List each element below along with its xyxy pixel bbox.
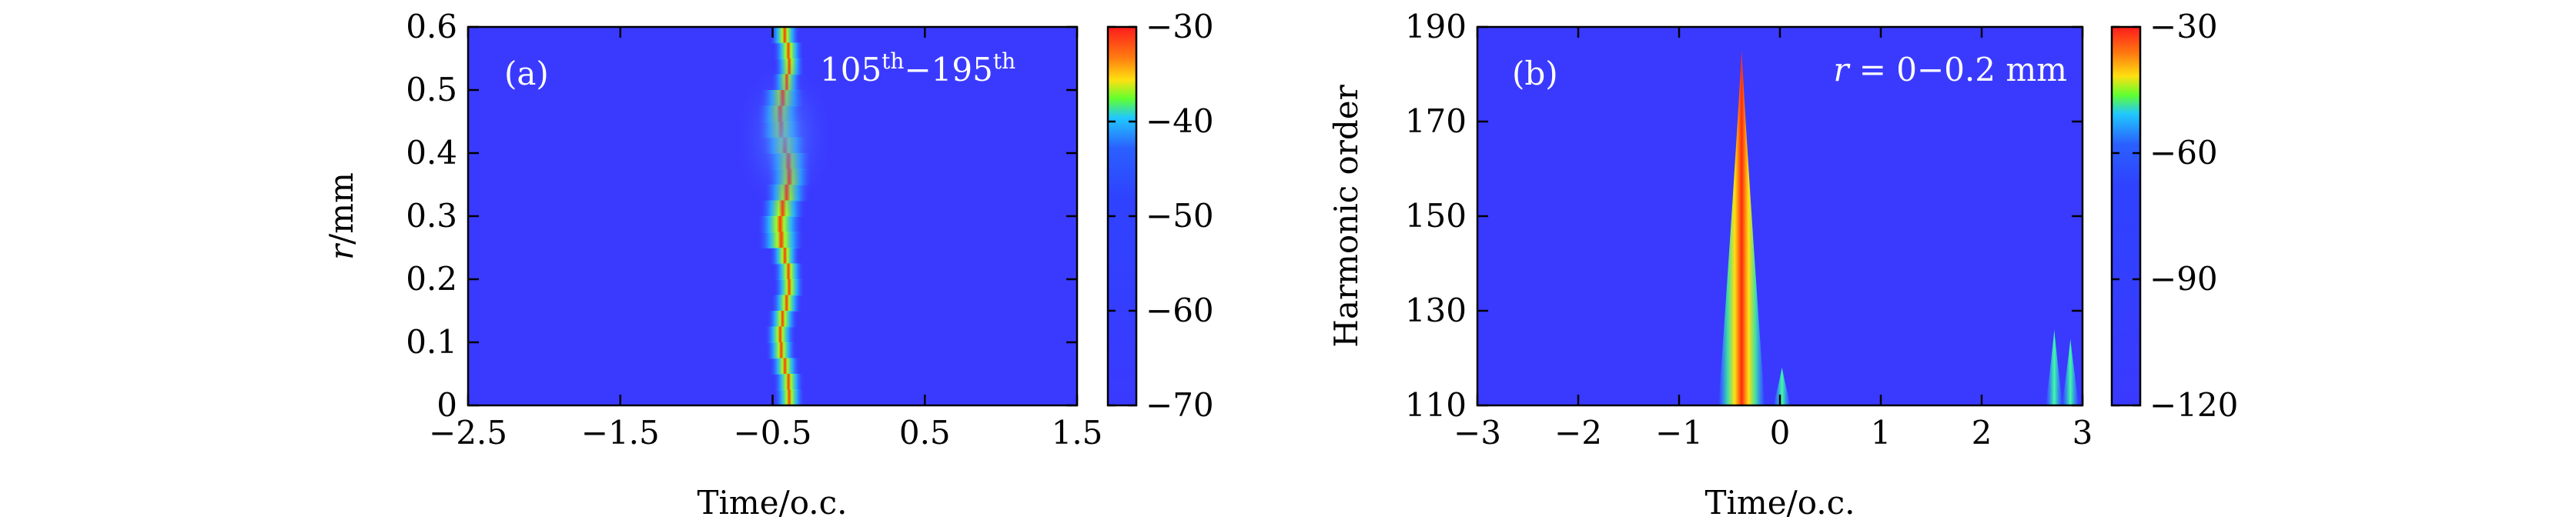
x-axis-title: Time/o.c. <box>1705 484 1855 522</box>
annotation-base-2: 195 <box>932 51 993 88</box>
x-tick-label: 2 <box>1972 414 1992 452</box>
heatmap-ridge-segment <box>774 279 805 296</box>
heatmap-ridge-segment <box>769 358 801 375</box>
plot-area <box>1477 27 2083 405</box>
annotation-var: r <box>1833 51 1851 88</box>
colorbar-tick-label: −30 <box>1146 8 1214 45</box>
colorbar-tick-label: −60 <box>1146 292 1214 329</box>
heatmap-features <box>734 27 834 405</box>
panel-label: (a) <box>504 55 549 92</box>
colorbar-tick-label: −30 <box>2149 8 2218 45</box>
x-tick-label: −0.5 <box>734 414 812 452</box>
annotation-sup-2: th <box>993 48 1015 74</box>
colorbar-tick-label: −50 <box>1146 197 1214 235</box>
x-tick-label: −1.5 <box>581 414 660 452</box>
harmonic-range-annotation: 105th−195th <box>820 48 1015 88</box>
heatmap-features <box>1718 50 2079 405</box>
y-axis-title: r/mm <box>323 172 360 260</box>
heatmap-ridge-segment <box>764 326 796 343</box>
y-tick-label: 110 <box>1405 386 1467 424</box>
y-tick-label: 0.5 <box>406 71 457 108</box>
y-tick-label: 150 <box>1405 197 1467 235</box>
x-tick-label: −1 <box>1655 414 1703 452</box>
x-tick-label: −3 <box>1454 414 1501 452</box>
axis-ticks: −3 −2 −1 0 1 2 3 110 130 150 170 190 <box>1405 8 2093 452</box>
panel-b: −3 −2 −1 0 1 2 3 110 130 150 170 190 (b) r = 0−0.2 … <box>1327 8 2238 522</box>
annotation-base-1: 105 <box>820 51 882 88</box>
x-tick-label: −2 <box>1554 414 1602 452</box>
heatmap-ridge-segment <box>773 42 805 59</box>
y-axis-title: Harmonic order <box>1327 84 1365 347</box>
y-tick-label: 170 <box>1405 102 1467 140</box>
heatmap-ridge-segment <box>758 232 805 248</box>
heatmap-spike <box>2062 338 2079 405</box>
colorbar-tick-label: −60 <box>2149 134 2218 172</box>
colorbar-tick-label: −120 <box>2149 386 2238 424</box>
colorbar <box>2110 25 2142 407</box>
x-tick-label: 0 <box>1770 414 1791 452</box>
annotation-sup-1: th <box>882 48 904 74</box>
annotation-sep: − <box>904 51 931 88</box>
y-tick-label: 0.1 <box>406 323 457 361</box>
x-tick-label: 3 <box>2073 414 2093 452</box>
y-tick-label: 0.3 <box>406 197 457 235</box>
heatmap-ridge-segment <box>773 374 805 391</box>
panel-a: −2.5 −1.5 −0.5 0.5 1.5 0 0.1 0.2 0.3 0.4 0.5 0.6 (a… <box>323 8 1214 522</box>
colorbar-tick-label: −90 <box>2149 260 2218 298</box>
heatmap-halo <box>734 58 834 216</box>
annotation-text: = 0−0.2 mm <box>1848 51 2067 88</box>
x-tick-label: 1.5 <box>1052 414 1103 452</box>
heatmap-ridge-segment <box>769 248 801 265</box>
y-tick-label: 190 <box>1405 8 1467 45</box>
heatmap-spike <box>2046 329 2063 405</box>
x-axis-title: Time/o.c. <box>697 484 847 522</box>
y-axis-unit: /mm <box>323 172 360 245</box>
x-tick-label: −2.5 <box>429 414 507 452</box>
y-axis-var: r <box>323 242 360 260</box>
heatmap-ridge-segment <box>773 263 805 280</box>
heatmap-ridge-segment <box>774 389 805 405</box>
heatmap-ridge-segment <box>767 311 798 328</box>
heatmap-ridge-segment <box>769 27 801 44</box>
y-tick-label: 0.2 <box>406 260 457 298</box>
panel-label: (b) <box>1512 55 1558 92</box>
colorbar-tick-label: −40 <box>1146 102 1214 140</box>
x-tick-label: 1 <box>1871 414 1892 452</box>
heatmap-ridge-segment <box>757 216 804 233</box>
y-tick-label: 130 <box>1405 292 1467 329</box>
colorbar-ticks: −30 −60 −90 −120 <box>2112 8 2238 424</box>
y-tick-label: 0 <box>437 386 457 424</box>
heatmap-ridge-segment <box>771 295 802 312</box>
axis-ticks: −2.5 −1.5 −0.5 0.5 1.5 0 0.1 0.2 0.3 0.4 0.5 0.6 <box>406 8 1102 452</box>
heatmap-spike <box>1773 367 1791 405</box>
x-tick-label: 0.5 <box>899 414 951 452</box>
y-tick-label: 0.4 <box>406 134 457 172</box>
heatmap-spike <box>1718 50 1765 405</box>
heatmap-ridge-segment <box>765 342 797 359</box>
y-tick-label: 0.6 <box>406 8 457 45</box>
colorbar-tick-label: −70 <box>1146 386 1214 424</box>
colorbar-ticks: −30 −40 −50 −60 −70 <box>1108 8 1214 424</box>
radius-range-annotation: r = 0−0.2 mm <box>1833 51 2067 88</box>
